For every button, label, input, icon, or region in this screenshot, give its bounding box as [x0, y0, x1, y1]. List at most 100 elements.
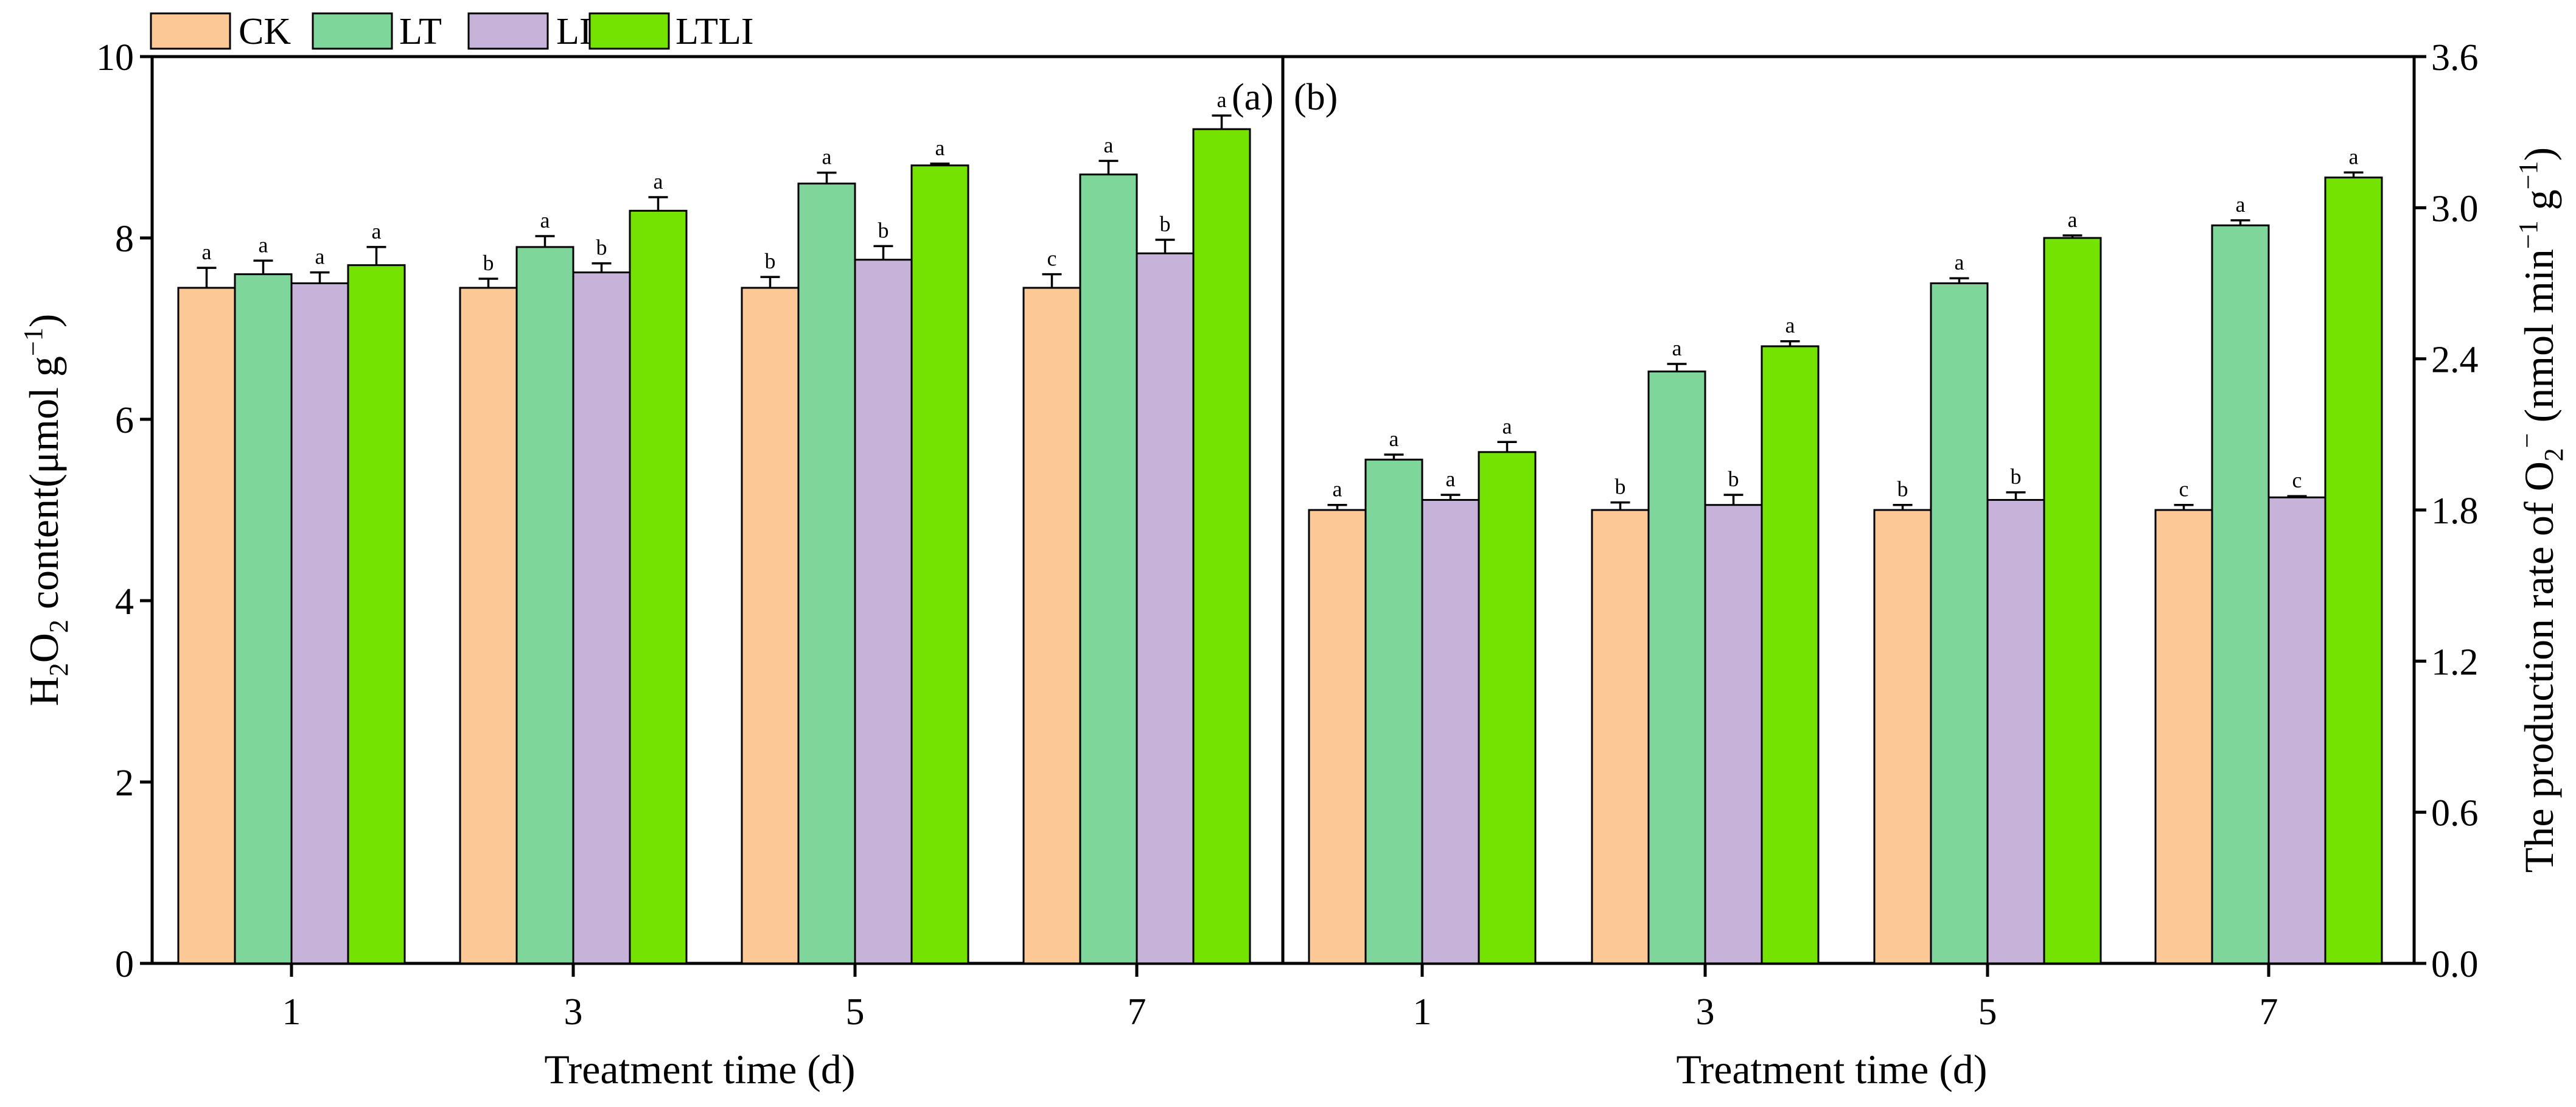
- bar: [2211, 224, 2270, 965]
- legend-item-li: LI: [467, 11, 592, 52]
- significance-label: a: [1104, 133, 1114, 157]
- significance-label: a: [1785, 313, 1795, 338]
- significance-label: a: [822, 145, 832, 169]
- bar: [2324, 176, 2383, 965]
- panel-b-tag: (b): [1294, 77, 1338, 118]
- y-title-a-part2: O: [21, 633, 67, 663]
- y-title-a-part1: H: [21, 676, 67, 706]
- bar: [1364, 458, 1423, 965]
- bar: [572, 271, 631, 965]
- bar: [1761, 345, 1820, 965]
- x-tick-label: 3: [564, 991, 583, 1033]
- y-tick-label: 2.4: [2431, 340, 2479, 381]
- y-title-a-sub1: 2: [44, 663, 74, 676]
- y-title-b-part3: g: [2516, 189, 2562, 220]
- significance-label: a: [2236, 192, 2246, 217]
- significance-label: a: [2068, 208, 2078, 232]
- y-title-b-sup3: −1: [2513, 161, 2543, 189]
- legend-item-ck: CK: [150, 11, 291, 52]
- bar: [1930, 282, 1989, 965]
- bar: [290, 282, 349, 965]
- bar: [1591, 509, 1650, 965]
- significance-label: a: [2349, 144, 2359, 169]
- x-tick-label: 5: [1978, 991, 1997, 1033]
- legend-item-ltli: LTLI: [588, 11, 754, 52]
- bar: [2267, 496, 2326, 965]
- bar: [515, 246, 574, 965]
- y-title-b-sup2: −1: [2513, 220, 2543, 249]
- y-title-b-sup1: −: [2512, 433, 2542, 448]
- y-axis-title-b: The production rate of O2− (nmol min−1 g…: [2512, 147, 2569, 873]
- bar: [1647, 370, 1706, 965]
- significance-label: a: [1446, 467, 1456, 491]
- y-tick-label: 10: [96, 37, 134, 79]
- y-tick-label: 3.0: [2431, 188, 2479, 229]
- significance-label: a: [372, 219, 382, 243]
- y-tick-label: 6: [115, 400, 134, 441]
- significance-label: b: [765, 249, 776, 273]
- significance-label: a: [202, 240, 212, 264]
- significance-label: b: [1615, 475, 1626, 499]
- significance-label: a: [1672, 336, 1682, 360]
- y-tick-label: 3.6: [2431, 37, 2479, 79]
- y-title-a-sub2: 2: [44, 620, 74, 633]
- legend-swatch-ck: [150, 12, 231, 50]
- bar: [2154, 509, 2213, 965]
- bar: [1478, 451, 1537, 965]
- y-tick-label: 2: [115, 763, 134, 804]
- significance-label: a: [540, 208, 550, 232]
- significance-label: a: [1503, 414, 1512, 438]
- x-tick-label: 1: [282, 991, 301, 1033]
- bar: [1704, 504, 1763, 965]
- legend-item-lt: LT: [312, 11, 442, 52]
- legend-swatch-li: [467, 12, 549, 50]
- legend-label-li: LI: [556, 11, 592, 52]
- x-tick-label: 7: [2260, 991, 2278, 1033]
- y-title-a-sup: −1: [18, 327, 48, 356]
- significance-label: b: [1728, 467, 1739, 491]
- bar: [1136, 252, 1195, 965]
- y-tick-label: 8: [115, 218, 134, 260]
- panel-b-plot: 0.0 0.6 1.2 1.8 2.4 3.0 3.6 1 3 5 7 a b b c a a a a a b b c a a a…: [1308, 37, 2479, 1033]
- y-tick-label: 4: [115, 581, 134, 623]
- significance-label: c: [2179, 477, 2189, 501]
- bar: [1421, 498, 1480, 965]
- legend-label-ck: CK: [239, 11, 291, 52]
- y-title-b-part4: ): [2516, 147, 2562, 161]
- bar: [2043, 237, 2102, 965]
- significance-label: b: [596, 236, 607, 260]
- x-tick-label: 3: [1696, 991, 1715, 1033]
- significance-label: a: [654, 169, 663, 194]
- y-tick-label: 1.8: [2431, 491, 2479, 532]
- legend-label-lt: LT: [399, 11, 442, 52]
- bar: [797, 183, 856, 965]
- panel-a-plot: 0 2 4 6 8 10 1 3 5 7 a b b c a a a a a b b b a a a a: [96, 37, 1251, 1033]
- significance-label: b: [1897, 477, 1908, 501]
- bar: [1022, 287, 1081, 965]
- x-tick-label: 5: [846, 991, 865, 1033]
- x-axis-title-a: Treatment time (d): [544, 1046, 855, 1092]
- x-axis-title-b: Treatment time (d): [1676, 1046, 1987, 1092]
- significance-label: a: [1217, 88, 1227, 112]
- bar: [1079, 173, 1138, 965]
- panel-a-tag: (a): [1232, 77, 1274, 118]
- legend-label-ltli: LTLI: [675, 11, 754, 52]
- y-tick-label: 0.6: [2431, 793, 2479, 834]
- y-axis-title-a: H2O2 content(μmol g−1): [18, 314, 74, 707]
- legend-swatch-ltli: [588, 12, 670, 50]
- y-title-a-part3: content(μmol g: [21, 356, 67, 620]
- significance-label: b: [483, 251, 494, 275]
- significance-label: b: [1160, 212, 1171, 236]
- bar: [1873, 509, 1932, 965]
- legend-swatch-lt: [312, 12, 393, 50]
- significance-label: a: [259, 232, 268, 257]
- bar: [234, 273, 293, 965]
- significance-label: b: [2011, 464, 2022, 489]
- bar: [854, 259, 913, 965]
- y-title-a-part4: ): [21, 314, 67, 328]
- significance-label: c: [1047, 246, 1057, 271]
- bar: [1308, 509, 1367, 965]
- legend: CK LT LI LTLI: [150, 11, 754, 52]
- y-title-b-part2: (nmol min: [2516, 249, 2562, 433]
